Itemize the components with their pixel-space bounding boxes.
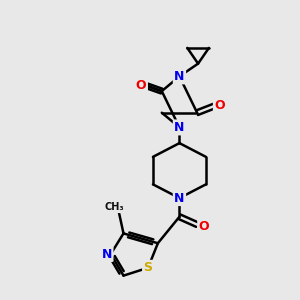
Text: O: O (136, 79, 146, 92)
Text: N: N (102, 248, 112, 260)
Text: O: O (214, 99, 225, 112)
Text: O: O (199, 220, 209, 233)
Text: N: N (174, 70, 184, 83)
Text: N: N (174, 192, 184, 205)
Text: CH₃: CH₃ (105, 202, 124, 212)
Text: N: N (174, 121, 184, 134)
Text: S: S (143, 261, 152, 274)
